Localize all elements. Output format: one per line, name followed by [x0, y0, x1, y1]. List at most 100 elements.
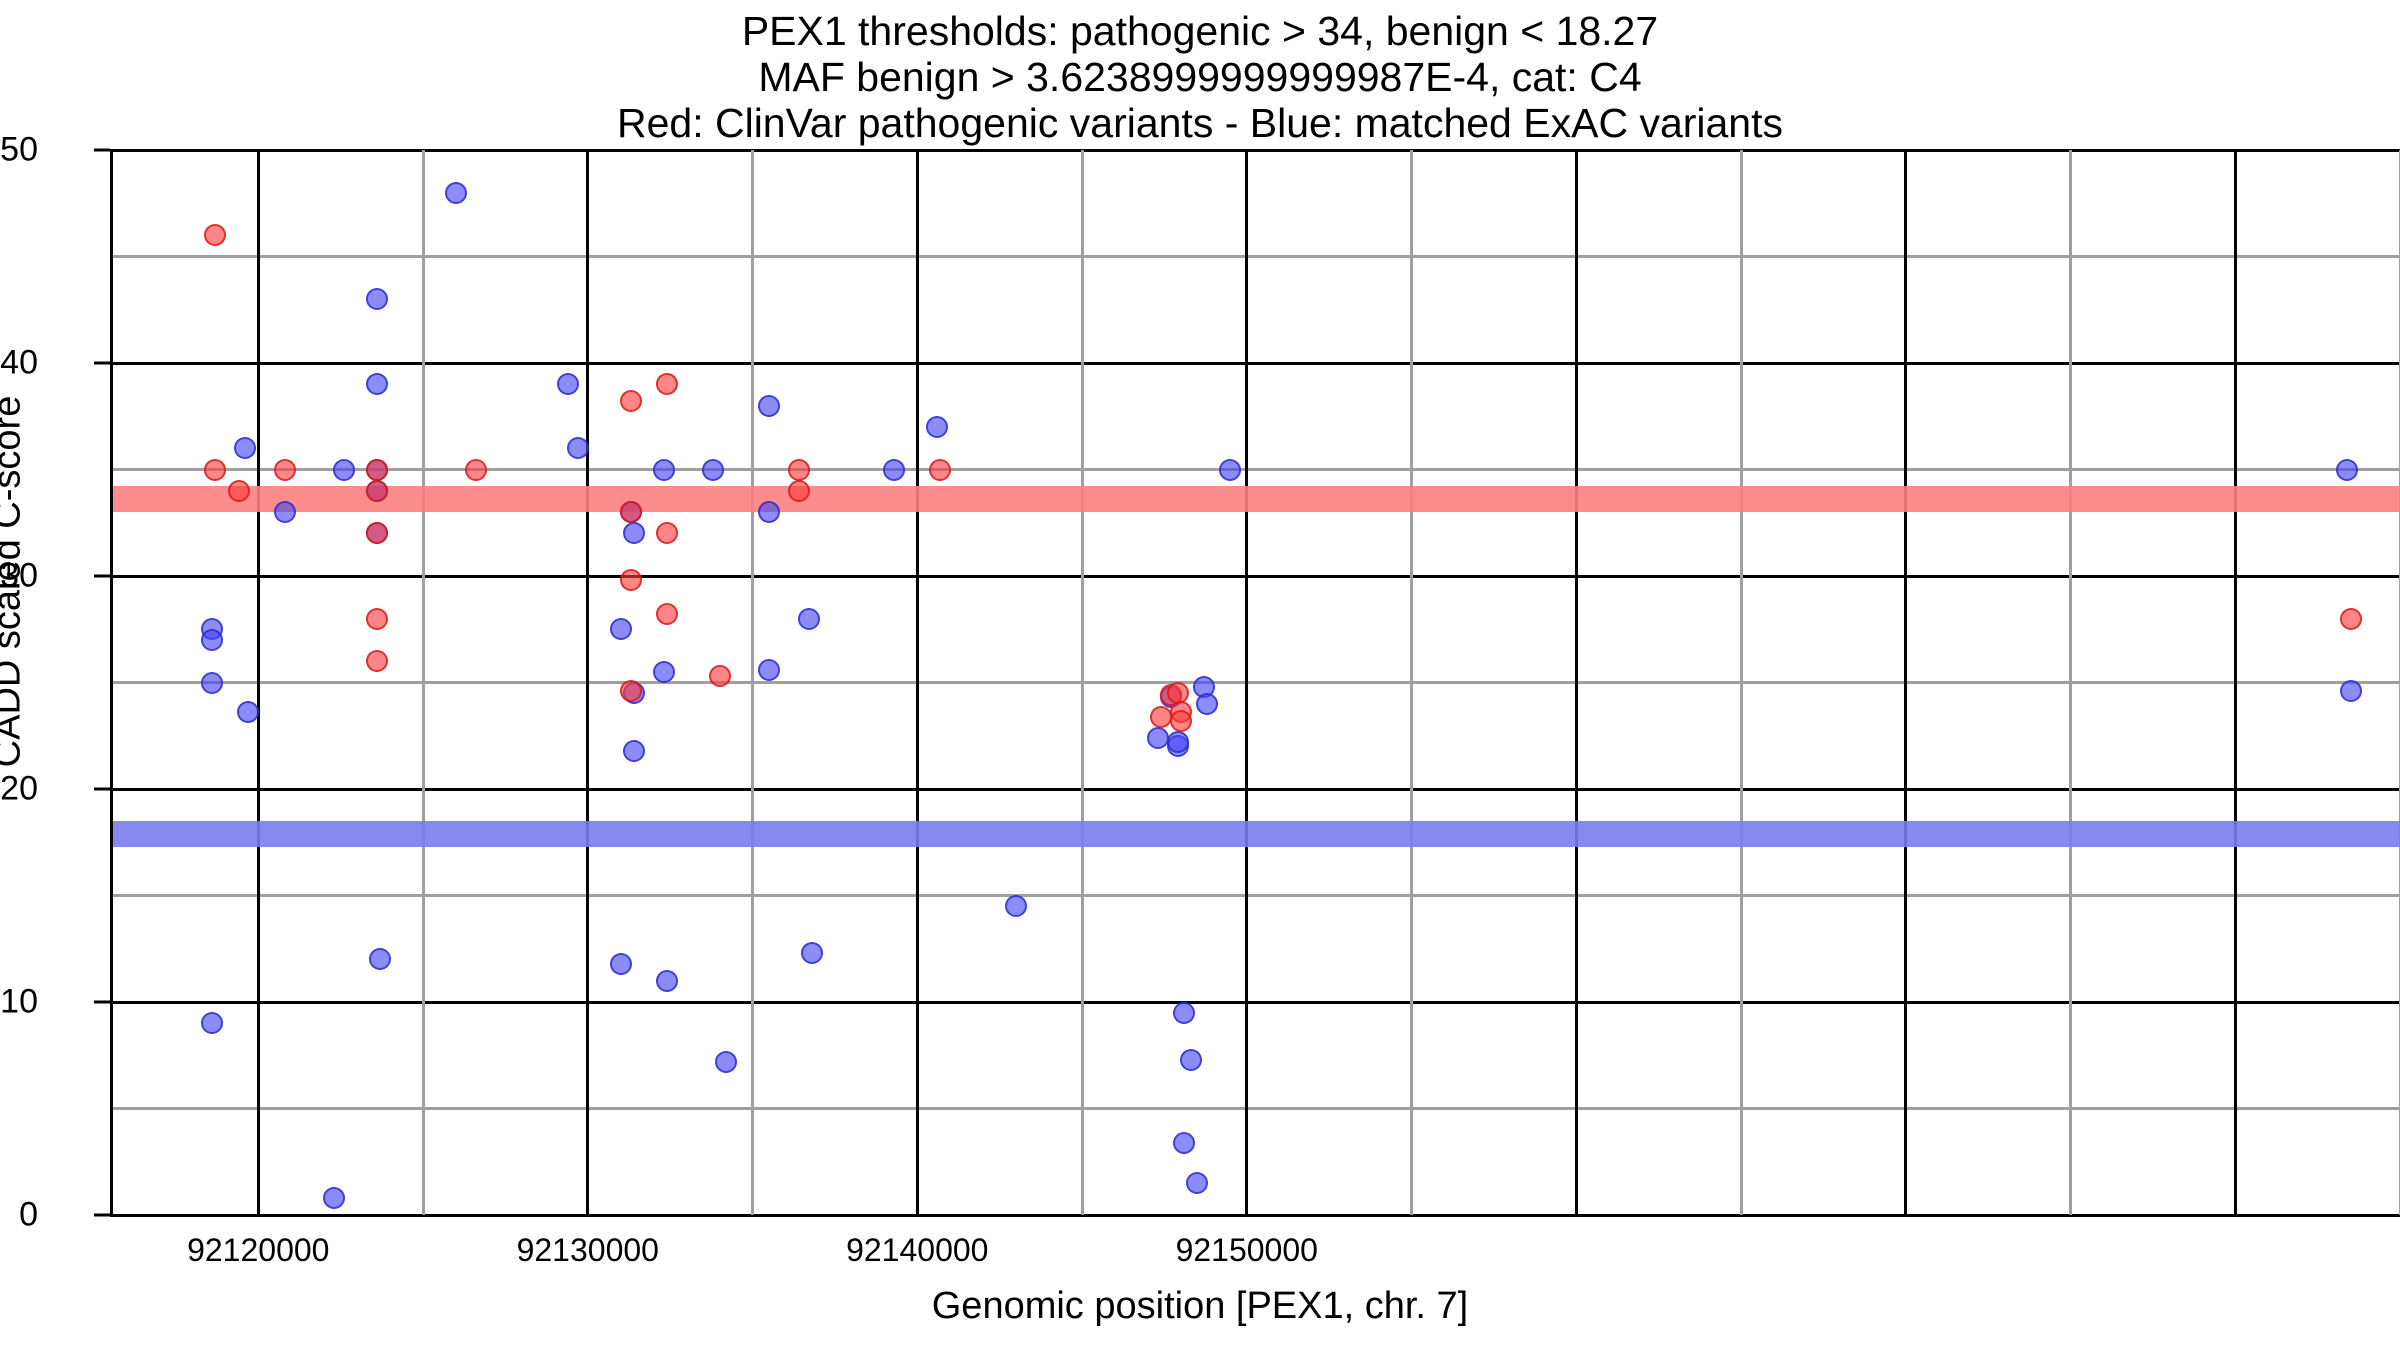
- data-point-pathogenic: [708, 665, 731, 688]
- y-tick-mark: [94, 1213, 110, 1217]
- data-point-pathogenic: [1169, 709, 1192, 732]
- y-axis-line: [110, 150, 113, 1215]
- data-point-pathogenic: [204, 458, 227, 481]
- gridline-y-major: [110, 1213, 2400, 1217]
- gridline-y-minor: [110, 1107, 2400, 1110]
- data-point-exac: [1166, 731, 1189, 754]
- data-point-pathogenic: [365, 522, 388, 545]
- chart-title: PEX1 thresholds: pathogenic > 34, benign…: [0, 8, 2400, 146]
- data-point-exac: [1173, 1001, 1196, 1024]
- gridline-y-minor: [110, 681, 2400, 684]
- data-point-exac: [201, 628, 224, 651]
- y-tick-label: 20: [0, 769, 38, 808]
- data-point-pathogenic: [619, 680, 642, 703]
- data-point-exac: [1146, 726, 1169, 749]
- data-point-pathogenic: [365, 479, 388, 502]
- data-point-pathogenic: [365, 650, 388, 673]
- data-point-exac: [234, 437, 257, 460]
- data-point-exac: [1186, 1172, 1209, 1195]
- y-tick-label: 10: [0, 982, 38, 1021]
- data-point-exac: [323, 1186, 346, 1209]
- gridline-x-major: [1904, 150, 1908, 1215]
- y-tick-label: 50: [0, 130, 38, 169]
- data-point-exac: [757, 501, 780, 524]
- data-point-pathogenic: [204, 224, 227, 247]
- data-point-exac: [369, 948, 392, 971]
- data-point-exac: [1173, 1131, 1196, 1154]
- data-point-exac: [926, 415, 949, 438]
- data-point-exac: [365, 373, 388, 396]
- threshold-band-benign: [110, 820, 2400, 847]
- data-point-pathogenic: [365, 458, 388, 481]
- data-point-exac: [883, 458, 906, 481]
- data-point-pathogenic: [1150, 705, 1173, 728]
- x-tick-label: 92130000: [516, 1232, 659, 1268]
- data-point-exac: [1219, 458, 1242, 481]
- gridline-x-major: [2233, 150, 2237, 1215]
- data-point-pathogenic: [655, 373, 678, 396]
- data-point-exac: [655, 969, 678, 992]
- data-point-exac: [622, 522, 645, 545]
- gridline-x-minor: [2069, 150, 2072, 1215]
- data-point-exac: [797, 607, 820, 630]
- y-tick-label: 40: [0, 343, 38, 382]
- data-point-exac: [609, 618, 632, 641]
- data-point-exac: [701, 458, 724, 481]
- gridline-y-minor: [110, 255, 2400, 258]
- gridline-y-major: [110, 787, 2400, 791]
- gridline-x-minor: [1080, 150, 1084, 1215]
- data-point-exac: [2339, 680, 2362, 703]
- y-tick-label: 30: [0, 556, 38, 595]
- x-tick-label: 92120000: [187, 1232, 330, 1268]
- data-point-pathogenic: [227, 479, 250, 502]
- plot-area: [110, 148, 2400, 1217]
- data-point-exac: [566, 437, 589, 460]
- y-tick-mark: [94, 148, 110, 152]
- gridline-x-major: [586, 150, 590, 1215]
- data-point-exac: [2336, 458, 2359, 481]
- x-tick-label: 92150000: [1175, 1232, 1318, 1268]
- data-point-exac: [365, 288, 388, 311]
- data-point-pathogenic: [787, 458, 810, 481]
- gridline-x-minor: [751, 150, 755, 1215]
- data-point-pathogenic: [655, 522, 678, 545]
- gridline-x-major: [915, 150, 919, 1215]
- gridline-x-major: [1574, 150, 1578, 1215]
- data-point-exac: [609, 952, 632, 975]
- title-line-1: PEX1 thresholds: pathogenic > 34, benign…: [741, 8, 1659, 54]
- data-point-exac: [273, 501, 296, 524]
- data-point-pathogenic: [2339, 607, 2362, 630]
- data-point-exac: [622, 739, 645, 762]
- data-point-exac: [715, 1050, 738, 1073]
- data-point-pathogenic: [273, 458, 296, 481]
- data-point-pathogenic: [464, 458, 487, 481]
- data-point-exac: [1179, 1048, 1202, 1071]
- gridline-x-minor: [1739, 150, 1743, 1215]
- data-point-exac: [201, 671, 224, 694]
- y-tick-label: 0: [19, 1195, 38, 1234]
- y-tick-mark: [94, 787, 110, 791]
- data-point-pathogenic: [619, 569, 642, 592]
- data-point-exac: [652, 458, 675, 481]
- data-point-pathogenic: [619, 501, 642, 524]
- y-tick-mark: [94, 574, 110, 578]
- data-point-pathogenic: [619, 390, 642, 413]
- data-point-exac: [444, 181, 467, 204]
- data-point-exac: [237, 701, 260, 724]
- data-point-exac: [1005, 895, 1028, 918]
- title-line-3: Red: ClinVar pathogenic variants - Blue:…: [616, 100, 1784, 146]
- gridline-x-major: [256, 150, 260, 1215]
- data-point-pathogenic: [655, 603, 678, 626]
- x-tick-label: 92140000: [846, 1232, 989, 1268]
- gridline-y-major: [110, 361, 2400, 365]
- gridline-x-major: [1245, 150, 1249, 1215]
- gridline-y-minor: [110, 468, 2400, 471]
- data-point-pathogenic: [929, 458, 952, 481]
- data-point-exac: [800, 942, 823, 964]
- data-point-exac: [201, 1012, 224, 1035]
- data-point-exac: [1196, 692, 1219, 715]
- gridline-y-minor: [110, 894, 2400, 897]
- data-point-exac: [757, 658, 780, 681]
- y-tick-mark: [94, 361, 110, 365]
